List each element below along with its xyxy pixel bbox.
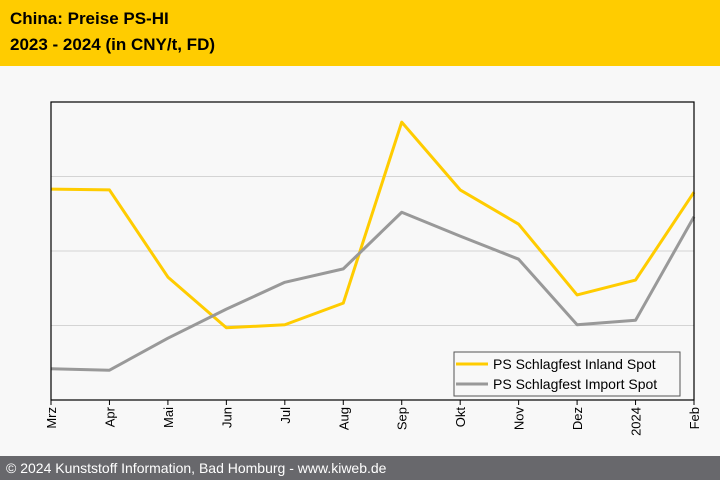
header: China: Preise PS-HI 2023 - 2024 (in CNY/…: [0, 0, 720, 66]
x-tick-label: Dez: [570, 407, 585, 430]
x-tick-label: Mrz: [44, 407, 59, 429]
line-chart: Mrz Apr Mai Jun Jul Aug Sep Okt Nov Dez 2024 Feb PS …: [44, 101, 702, 436]
series-line-0: [50, 120, 696, 330]
chart-subtitle: 2023 - 2024 (in CNY/t, FD): [10, 35, 216, 54]
legend-label: PS Schlagfest Import Spot: [493, 376, 657, 392]
legend-label: PS Schlagfest Inland Spot: [493, 356, 656, 372]
x-tick-label: Mai: [161, 407, 176, 428]
x-tick-label: Apr: [102, 406, 117, 427]
footer-copyright: © 2024 Kunststoff Information, Bad Hombu…: [0, 456, 720, 480]
x-tick-label: 2024: [629, 407, 644, 436]
legend: PS Schlagfest Inland Spot PS Schlagfest I…: [453, 351, 681, 397]
x-tick-label: Sep: [395, 407, 410, 430]
chart-title: China: Preise PS-HI: [10, 9, 169, 28]
x-tick-label: Jun: [219, 407, 234, 428]
x-tick-label: Feb: [687, 407, 702, 429]
x-tick-label: Nov: [512, 407, 527, 431]
x-tick-label: Okt: [453, 407, 468, 428]
x-tick-label: Jul: [278, 407, 293, 424]
series-line-1: [50, 210, 696, 372]
x-tick-label: Aug: [336, 407, 351, 430]
plot-border: [50, 101, 695, 401]
